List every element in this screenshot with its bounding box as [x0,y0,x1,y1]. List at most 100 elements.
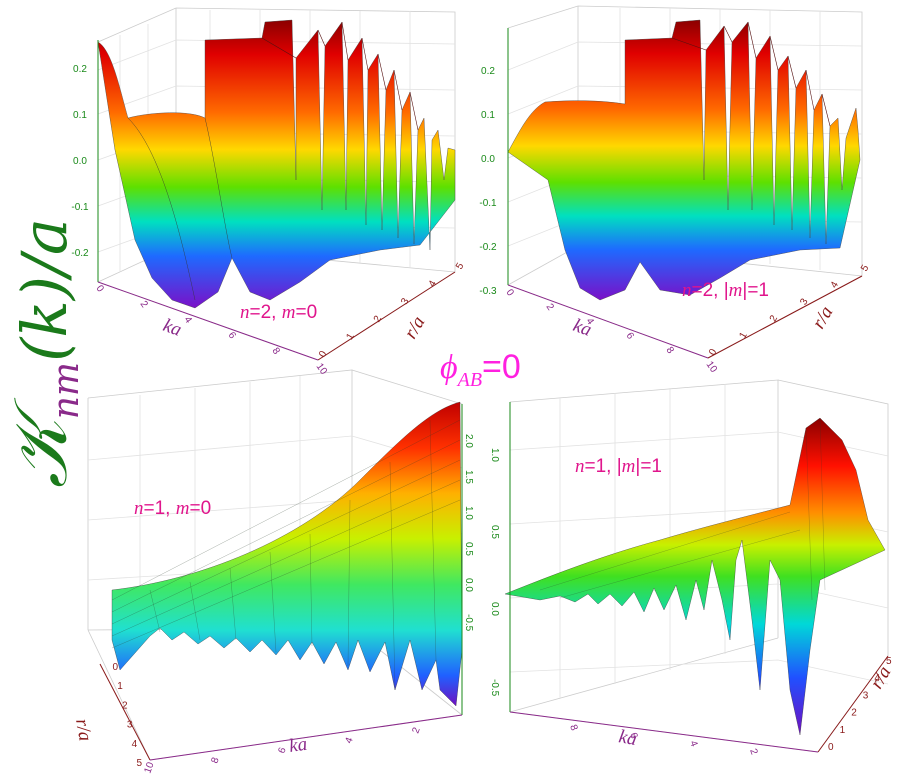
bl-x-label: ka [288,734,309,757]
tr-y-tick: 1 [737,330,750,341]
br-x-tick: 6 [627,731,639,740]
br-y-label: r/a [866,663,895,693]
tr-x-tick: 6 [624,331,636,342]
center-label-symbol: ϕ [440,349,458,386]
tl-x-tick: 6 [226,330,238,341]
br-y-tick: 4 [874,673,880,684]
panel-bottom-left [87,369,463,761]
bl-y-tick: 3 [127,720,133,731]
tl-y-axis [317,271,456,361]
tr-x-tick: 8 [664,345,676,356]
main-ylabel: 𝒦nm(k)/a [0,218,87,488]
br-x-label: ka [617,726,638,750]
bl-y-axis [99,663,151,761]
panel-top-right-label: n=2, |m|=1 [682,280,769,301]
tr-y-axis [707,275,863,359]
br-y-tick: 0 [828,742,834,753]
tr-y-tick: 4 [829,280,842,291]
center-label: ϕAB=0 [440,348,521,391]
panel-bottom-left-label-m-val: =0 [189,498,211,519]
tl-y-tick: 1 [344,331,357,342]
bl-z-tick: 0.0 [463,578,474,592]
svg-text:𝒦nm(k)/a: 𝒦nm(k)/a [0,218,87,488]
panel-bottom-right [504,379,889,753]
tr-y-tick: 2 [768,313,781,324]
tl-x-tick: 8 [270,346,282,357]
panel-top-left-label-m: m [282,302,296,323]
panel-bottom-left-label: n=1, m=0 [134,498,211,519]
tr-z-tick: -0.1 [479,198,497,209]
bl-z-tick: -0.5 [463,614,474,632]
surface-bottom-right [504,417,886,736]
surface-top-left [97,19,456,309]
bl-y-tick: 2 [122,700,128,711]
panel-bottom-right-label-m: m [622,456,636,477]
panel-bottom-left-label-n: n [134,498,144,519]
tl-y-label: r/a [400,313,429,343]
tl-x-tick: 4 [182,315,194,326]
tr-y-tick: 5 [859,263,872,274]
ticks-layer: 0.20.10.0-0.1-0.20246810ka012345r/a0.20.… [71,28,895,775]
bl-y-tick: 0 [112,662,118,673]
tl-x-axis [97,281,319,361]
bl-z-tick: 1.5 [463,470,474,484]
tr-z-tick: -0.3 [479,286,497,297]
bl-x-tick: 6 [276,746,288,755]
tr-x-tick: 4 [584,316,596,327]
br-z-tick: 0.0 [489,602,500,616]
tr-z-tick: 0.0 [481,154,495,165]
br-y-tick: 5 [886,656,892,667]
tl-z-tick: -0.1 [71,202,89,213]
panel-bottom-right-label-m-val: |=1 [635,456,662,477]
tl-y-tick: 3 [399,296,412,307]
panel-top-left-label: n=2, m=0 [240,302,317,323]
br-z-tick: -0.5 [489,679,500,697]
tl-x-tick: 2 [138,299,150,310]
br-x-tick: 2 [747,747,759,756]
tr-x-label: ka [570,315,594,341]
tr-x-axis [507,284,709,359]
br-z-tick: 0.5 [489,525,500,539]
panel-top-left-label-n-val: =2, [250,302,282,323]
surface-top-left-ridges [127,21,419,301]
br-x-axis [509,711,819,753]
center-label-sub: AB [456,369,482,391]
panel-bottom-right-label-n: n [575,456,585,477]
tl-y-tick: 5 [454,261,467,272]
bl-x-tick: 4 [343,736,355,745]
center-label-rest: =0 [482,348,521,386]
tr-y-tick: 0 [707,347,720,358]
br-y-tick: 2 [851,708,857,719]
panel-top-right-label-n-val: =2, | [692,280,729,301]
br-z-tick: 1.0 [489,448,500,462]
surface-bottom-right-mesh [539,417,826,601]
bl-z-tick: 1.0 [463,506,474,520]
tr-x-tick: 0 [504,287,516,298]
bl-x-axis [149,714,463,761]
tl-y-tick: 2 [372,314,385,325]
bl-y-tick: 4 [132,739,138,750]
tl-x-label: ka [160,315,184,341]
surface-top-right [507,19,861,301]
panel-top-right-label-m: m [729,280,743,301]
main-ylabel-sub: nm [46,362,87,419]
bl-z-tick: 0.5 [463,542,474,556]
tr-z-tick: 0.1 [481,110,495,121]
panel-bottom-left-label-m: m [176,498,190,519]
tl-z-tick: -0.2 [71,248,89,259]
panel-bottom-right-label-n-val: =1, | [585,456,622,477]
br-y-tick: 1 [840,725,846,736]
panel-top-left-label-n: n [240,302,250,323]
panel-top-right-label-n: n [682,280,692,301]
br-y-axis [817,655,889,753]
tr-x-tick: 2 [544,302,556,313]
bl-y-tick: 1 [117,681,123,692]
main-ylabel-rest: (k)/a [8,218,81,362]
tl-z-tick: 0.1 [73,110,87,121]
tr-z-tick: -0.2 [479,242,497,253]
tr-x-tick: 10 [704,359,720,375]
bl-x-tick: 10 [142,760,156,775]
tl-y-tick: 0 [317,349,330,360]
bl-x-tick: 2 [410,726,422,735]
